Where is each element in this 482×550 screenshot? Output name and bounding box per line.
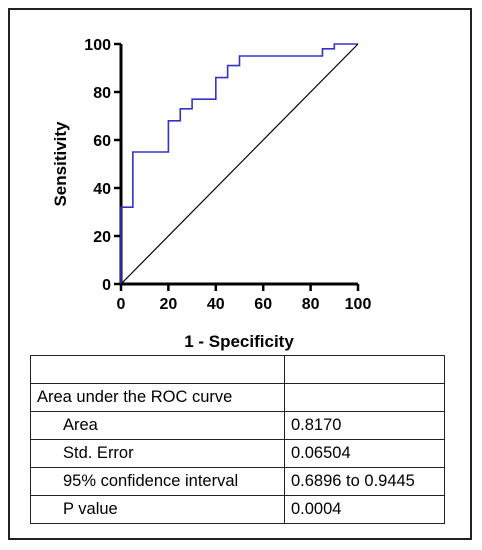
section-title: Area under the ROC curve — [30, 383, 285, 412]
x-tick-label: 60 — [254, 296, 272, 313]
table-header-row — [30, 355, 445, 384]
row-value: 0.0004 — [284, 495, 445, 524]
roc-curve-line — [120, 43, 358, 284]
table-header-cell — [30, 355, 285, 384]
table-header-cell — [284, 355, 445, 384]
y-tick-label: 0 — [102, 277, 111, 294]
y-axis-label: Sensitivity — [51, 121, 70, 207]
figure-frame — [8, 8, 472, 540]
chart-ticks: 0 20 40 60 80 100 0 20 40 60 80 100 — [84, 37, 371, 313]
table-row: P value 0.0004 — [30, 495, 445, 524]
section-empty-cell — [284, 383, 445, 412]
x-tick-label: 100 — [345, 296, 372, 313]
y-tick-label: 60 — [93, 133, 111, 150]
x-tick-label: 20 — [160, 296, 178, 313]
row-value: 0.6896 to 0.9445 — [284, 467, 445, 496]
table-row: Std. Error 0.06504 — [30, 439, 445, 468]
row-label: Area — [30, 411, 285, 440]
y-tick-label: 100 — [84, 37, 111, 54]
row-label: 95% confidence interval — [30, 467, 285, 496]
y-tick-label: 80 — [93, 85, 111, 102]
x-tick-label: 40 — [207, 296, 225, 313]
y-tick-label: 20 — [93, 229, 111, 246]
row-value: 0.06504 — [284, 439, 445, 468]
y-tick-label: 40 — [93, 181, 111, 198]
table-section-row: Area under the ROC curve — [30, 383, 445, 412]
roc-stats-table: Area under the ROC curve Area 0.8170 Std… — [30, 355, 445, 524]
x-axis-label: 1 - Specificity — [184, 332, 294, 351]
table-row: 95% confidence interval 0.6896 to 0.9445 — [30, 467, 445, 496]
x-tick-label: 0 — [117, 296, 126, 313]
row-label: P value — [30, 495, 285, 524]
table-row: Area 0.8170 — [30, 411, 445, 440]
row-value: 0.8170 — [284, 411, 445, 440]
chart-series — [120, 43, 359, 285]
reference-diagonal-line — [120, 43, 359, 285]
x-tick-label: 80 — [302, 296, 320, 313]
roc-chart: 0 20 40 60 80 100 0 20 40 60 80 100 1 - Specificity… — [51, 37, 371, 351]
row-label: Std. Error — [30, 439, 285, 468]
